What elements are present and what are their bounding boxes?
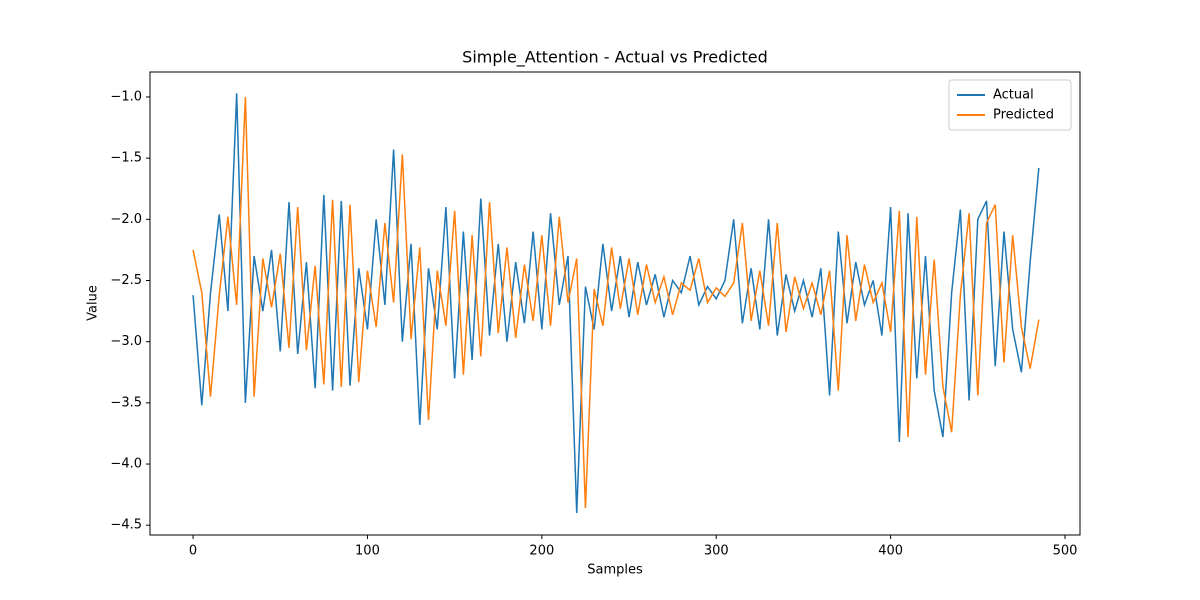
x-axis-label: Samples xyxy=(587,563,643,578)
x-tick-label: 400 xyxy=(878,544,903,559)
chart-title: Simple_Attention - Actual vs Predicted xyxy=(462,48,768,68)
x-tick-label: 0 xyxy=(189,544,197,559)
x-tick-label: 300 xyxy=(704,544,729,559)
legend-label: Predicted xyxy=(993,108,1054,123)
y-tick-label: −3.5 xyxy=(110,395,142,410)
y-axis-label: Value xyxy=(86,285,101,321)
y-tick-label: −1.5 xyxy=(110,151,142,166)
line-series xyxy=(192,93,1040,514)
x-tick-label: 100 xyxy=(355,544,380,559)
y-tick-label: −2.0 xyxy=(110,212,142,227)
x-tick-label: 500 xyxy=(1053,544,1078,559)
line-series xyxy=(192,96,1040,509)
y-tick-label: −1.0 xyxy=(110,89,142,104)
plot-frame xyxy=(149,71,1081,536)
x-tick-label: 200 xyxy=(529,544,554,559)
legend-label: Actual xyxy=(993,88,1034,103)
y-tick-label: −4.5 xyxy=(110,518,142,533)
y-tick-label: −2.5 xyxy=(110,273,142,288)
y-tick-label: −3.0 xyxy=(110,334,142,349)
legend-box xyxy=(948,79,1072,131)
y-tick-label: −4.0 xyxy=(110,457,142,472)
